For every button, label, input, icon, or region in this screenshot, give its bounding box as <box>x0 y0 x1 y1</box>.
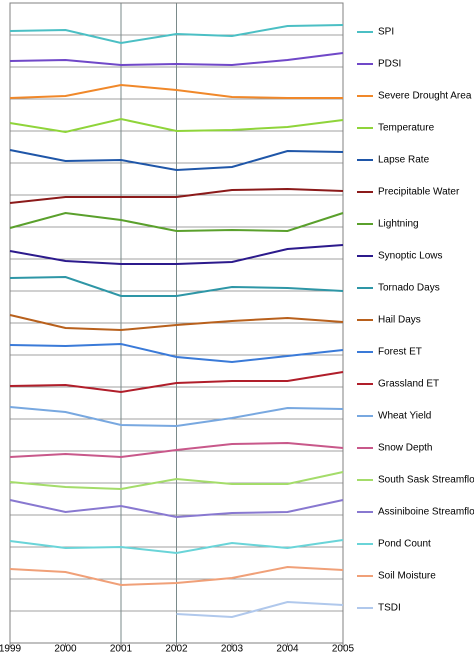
series-line <box>9 565 344 587</box>
series-line <box>9 83 343 99</box>
x-tick-label: 2002 <box>165 644 188 653</box>
legend-label: Assiniboine Streamflow <box>378 507 474 518</box>
series-line <box>9 211 344 233</box>
legend-label: TSDI <box>378 603 401 614</box>
series-line <box>176 600 344 619</box>
legend-label: Lightning <box>378 219 419 230</box>
legend-label: Snow Depth <box>378 443 432 454</box>
series-line <box>9 117 344 134</box>
legend-label: South Sask Streamflow <box>378 475 474 486</box>
x-tick-label: 2004 <box>276 644 299 653</box>
legend-label: SPI <box>378 27 394 38</box>
legend-label: Soil Moisture <box>378 571 436 582</box>
x-tick-label: 1999 <box>0 644 22 653</box>
legend-label: Precipitable Water <box>378 187 460 198</box>
legend-label: Forest ET <box>378 347 422 358</box>
x-tick-label: 2005 <box>332 644 355 653</box>
legend-label: Wheat Yield <box>378 411 431 422</box>
series-line <box>9 406 344 428</box>
x-tick-label: 2000 <box>54 644 77 653</box>
legend-label: Hail Days <box>378 315 421 326</box>
series-line <box>9 471 344 491</box>
series-line <box>9 499 344 519</box>
x-tick-label: 2001 <box>110 644 133 653</box>
series-line <box>9 441 344 459</box>
series-line <box>9 342 344 364</box>
series-line <box>9 314 344 332</box>
legend-label: Synoptic Lows <box>378 251 442 262</box>
legend-label: Lapse Rate <box>378 155 430 166</box>
series-line <box>9 149 344 172</box>
series-line <box>9 275 344 297</box>
series-line <box>9 52 344 67</box>
legend-label: Severe Drought Area <box>378 91 472 102</box>
series-line <box>9 539 344 555</box>
legend-label: PDSI <box>378 59 401 70</box>
series-line <box>9 371 344 394</box>
legend-label: Grassland ET <box>378 379 439 390</box>
x-tick-label: 2003 <box>221 644 244 653</box>
series-line <box>9 187 344 204</box>
series-line <box>9 24 344 45</box>
legend-label: Temperature <box>378 123 435 134</box>
legend-label: Tornado Days <box>378 283 440 294</box>
legend-label: Pond Count <box>378 539 431 550</box>
series-line <box>9 244 344 265</box>
